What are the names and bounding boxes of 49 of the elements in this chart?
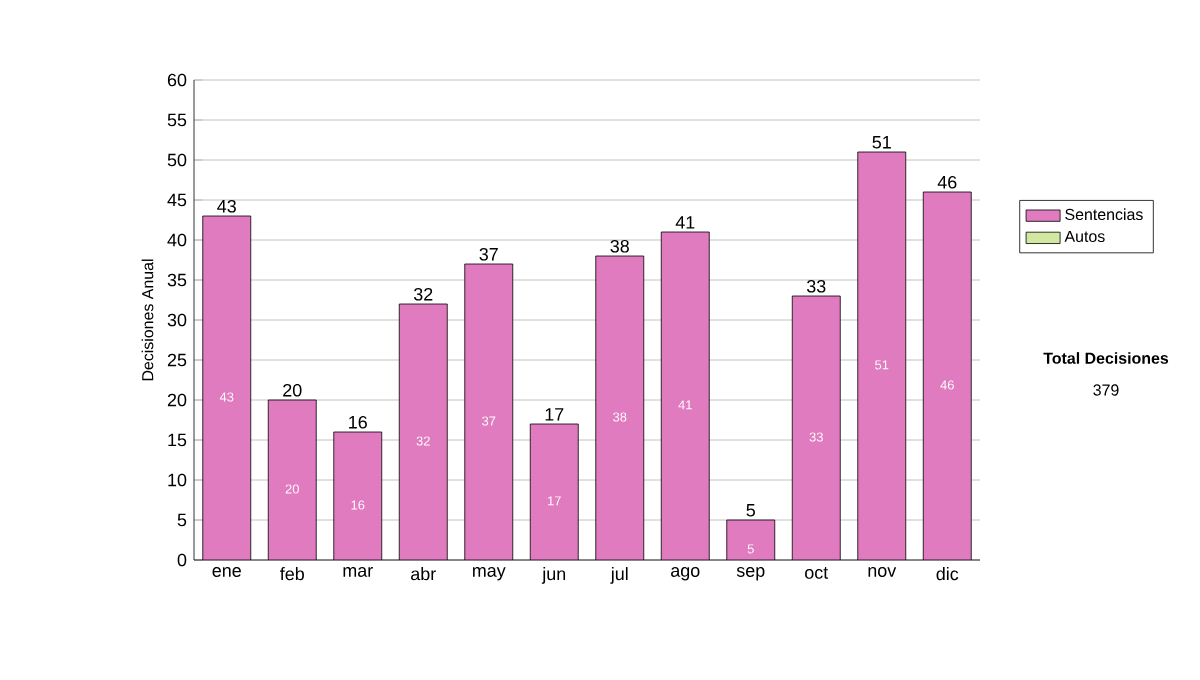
bar (792, 296, 841, 560)
bar (922, 191, 972, 560)
bar (530, 424, 579, 560)
y-tick-label: 15 (168, 433, 187, 447)
y-tick-label: 25 (167, 353, 187, 367)
x-tick-label: abr (411, 567, 436, 581)
x-tick-label: feb (280, 567, 304, 581)
x-tick-label: sep (736, 567, 765, 581)
bar (857, 152, 906, 560)
x-tick-label: jul (610, 567, 628, 584)
y-tick-label: 20 (167, 393, 187, 407)
bar (333, 432, 382, 560)
x-tick-label: ago (671, 567, 700, 581)
total-label: 32 (413, 287, 433, 301)
y-tick-label: 60 (167, 73, 187, 87)
total-label: 43 (217, 199, 236, 213)
total-label: 33 (806, 279, 826, 293)
y-tick-label: 30 (167, 313, 187, 327)
y-tick-label: 45 (167, 193, 187, 207)
total-label: 37 (479, 247, 498, 261)
total-label: 5 (746, 504, 755, 517)
total-label: 51 (872, 136, 891, 149)
y-tick-label: 55 (167, 113, 187, 127)
total-label: 38 (610, 239, 629, 253)
total-label: 41 (675, 216, 695, 229)
bar (726, 520, 775, 560)
x-tick-label: mar (343, 567, 373, 577)
x-tick-label: may (473, 567, 506, 581)
x-tick-label: oct (805, 567, 829, 579)
total-label: 17 (545, 408, 564, 421)
total-label: 46 (937, 175, 957, 189)
bar (661, 232, 710, 560)
y-tick-label: 40 (167, 233, 187, 247)
y-tick-label: 50 (167, 153, 187, 167)
y-tick-label: 5 (177, 513, 187, 527)
total-label: 16 (349, 415, 367, 429)
bar (268, 400, 317, 560)
x-tick-label: ene (212, 567, 241, 577)
x-tick-label: nov (868, 567, 897, 577)
bar (399, 304, 448, 560)
y-tick-label: 0 (177, 553, 187, 567)
x-tick-label: dic (936, 567, 959, 581)
x-tick-label: jun (541, 567, 566, 584)
bar (464, 264, 513, 560)
total-label: 20 (283, 383, 302, 397)
bar (595, 256, 644, 560)
y-tick-label: 35 (167, 273, 187, 287)
bar (202, 216, 251, 560)
y-tick-label: 10 (168, 473, 187, 487)
